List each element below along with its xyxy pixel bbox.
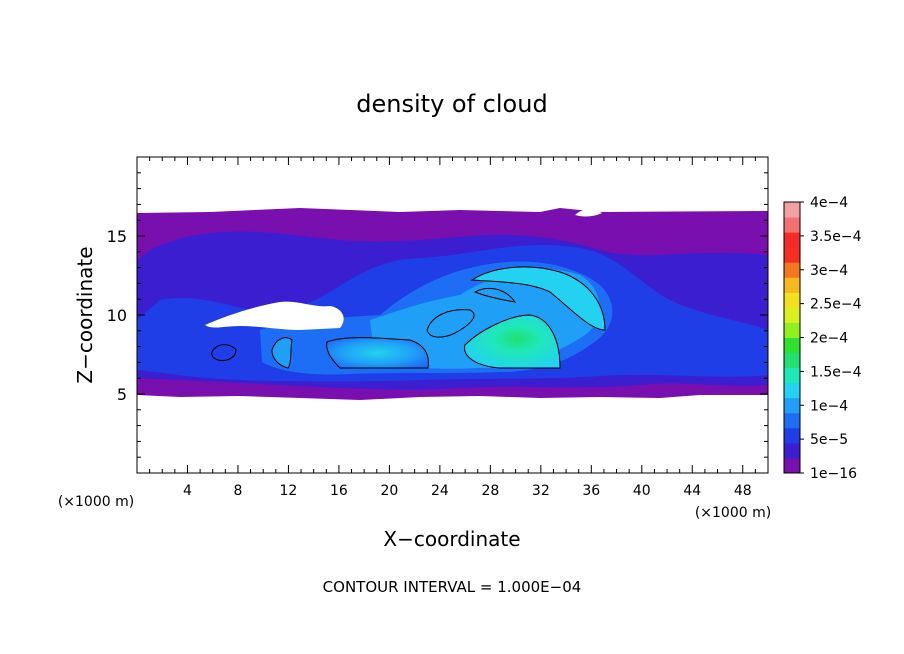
x-tick-label: 36 (582, 483, 600, 499)
core-b (464, 314, 561, 369)
colorbar-tick-label: 1e−16 (810, 466, 857, 482)
colorbar-swatch (784, 322, 800, 338)
colorbar-swatch (784, 202, 800, 218)
colorbar-swatch (784, 262, 800, 278)
y-unit-label: (×1000 m) (58, 494, 134, 510)
x-tick-label: 8 (233, 483, 242, 499)
colorbar-swatch (784, 247, 800, 263)
core-f (271, 337, 293, 369)
core-e (473, 287, 517, 303)
core-a (326, 337, 429, 369)
contour-interval-note: CONTOUR INTERVAL = 1.000E−04 (323, 578, 582, 596)
y-axis-label: Z−coordinate (73, 246, 97, 383)
colorbar-tick-label: 4e−4 (810, 195, 848, 211)
x-tick-label: 48 (734, 483, 752, 499)
colorbar-swatch (784, 457, 800, 474)
plot-area (137, 157, 768, 473)
y-tick-label: 5 (117, 385, 127, 404)
colorbar-tick-label: 2.5e−4 (810, 297, 862, 313)
chart-title: density of cloud (356, 90, 547, 118)
x-tick-label: 44 (683, 483, 701, 499)
colorbar-tick-label: 5e−5 (810, 432, 848, 448)
y-tick-label: 15 (107, 227, 127, 246)
colorbar-swatch (784, 382, 800, 399)
x-tick-label: 12 (280, 483, 298, 499)
colorbar-tick-label: 3e−4 (810, 263, 848, 279)
x-unit-label: (×1000 m) (695, 505, 771, 521)
colorbar-swatch (784, 337, 800, 354)
colorbar-swatch (784, 412, 800, 429)
x-tick-label: 28 (481, 483, 499, 499)
colorbar-tick-label: 1e−4 (810, 398, 848, 414)
colorbar-swatch (784, 352, 800, 369)
x-tick-label: 20 (380, 483, 398, 499)
core-g (211, 344, 237, 361)
colorbar-swatch (784, 442, 800, 459)
x-tick-label: 40 (633, 483, 651, 499)
colorbar-tick-label: 2e−4 (810, 331, 848, 347)
clear-gap-1 (205, 301, 344, 330)
x-tick-label: 16 (330, 483, 348, 499)
colorbar-swatch (784, 232, 800, 248)
x-tick-label: 24 (431, 483, 449, 499)
colorbar-swatch (784, 427, 800, 444)
colorbar-swatch (784, 277, 800, 293)
colorbar-swatch (784, 217, 800, 233)
clear-gap-2 (575, 209, 602, 217)
clear-gap-3 (137, 395, 768, 473)
colorbar-swatch (784, 292, 800, 308)
colorbar-swatch (784, 307, 800, 323)
x-tick-label: 4 (183, 483, 192, 499)
x-tick-label: 32 (532, 483, 550, 499)
core-d (426, 309, 475, 338)
colorbar: 1e−16 5e−5 1e−4 1.5e−4 2e−4 2.5e−4 3e−4 3.5e−4 4… (783, 195, 862, 482)
x-axis-label: X−coordinate (383, 527, 520, 551)
colorbar-tick-label: 1.5e−4 (810, 364, 862, 380)
y-tick-label: 10 (107, 306, 127, 325)
colorbar-swatch (784, 397, 800, 414)
colorbar-tick-label: 3.5e−4 (810, 229, 862, 245)
core-c (470, 266, 606, 331)
colorbar-swatch (784, 367, 800, 384)
